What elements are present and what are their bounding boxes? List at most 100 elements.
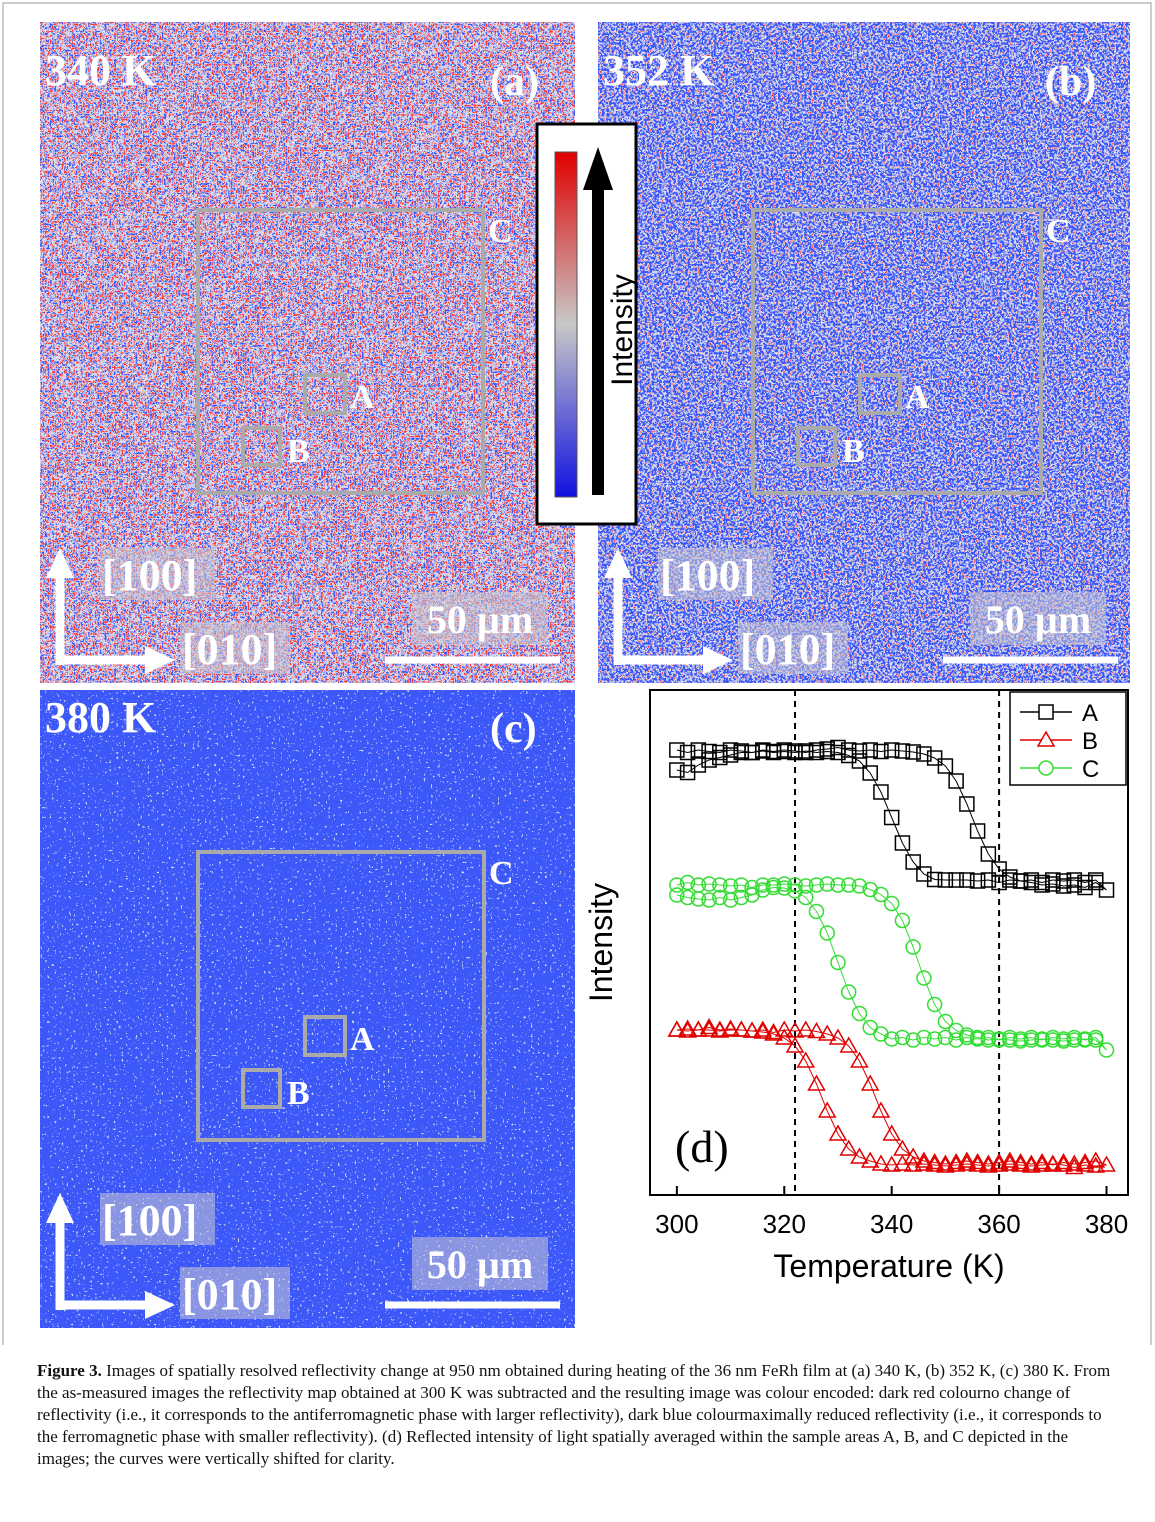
data-point bbox=[1064, 1157, 1084, 1175]
data-point bbox=[862, 765, 878, 781]
data-point bbox=[679, 874, 696, 891]
data-point bbox=[830, 954, 846, 971]
data-point bbox=[744, 879, 760, 896]
y-axis-label: Intensity bbox=[583, 883, 619, 1002]
data-point bbox=[840, 877, 857, 893]
data-point bbox=[787, 877, 803, 893]
data-point bbox=[883, 1031, 900, 1047]
data-point bbox=[1045, 872, 1061, 888]
colorbar-label: Intensity bbox=[606, 274, 639, 386]
data-point bbox=[787, 744, 803, 761]
x-tick-label: 360 bbox=[977, 1209, 1020, 1239]
data-point bbox=[903, 1155, 923, 1172]
data-point bbox=[959, 1029, 975, 1046]
data-point bbox=[830, 744, 846, 761]
colorbar: Intensity bbox=[535, 122, 639, 526]
legend-marker bbox=[1036, 730, 1056, 747]
data-point bbox=[807, 1021, 826, 1039]
data-point bbox=[1098, 1042, 1115, 1058]
data-point bbox=[1032, 1152, 1052, 1170]
data-point bbox=[1075, 1152, 1095, 1170]
data-point bbox=[819, 876, 835, 892]
x-tick-label: 380 bbox=[1085, 1209, 1128, 1239]
data-point bbox=[991, 1032, 1007, 1048]
data-point bbox=[905, 939, 921, 955]
data-point bbox=[851, 1005, 868, 1022]
data-point bbox=[926, 750, 943, 766]
label-bg bbox=[180, 622, 290, 674]
data-point bbox=[701, 752, 717, 768]
data-point bbox=[1055, 1031, 1072, 1047]
data-point bbox=[690, 891, 707, 907]
colorbar-arrow-shaft bbox=[592, 185, 604, 495]
data-point bbox=[678, 1019, 697, 1036]
data-point bbox=[1043, 1154, 1063, 1171]
data-point bbox=[764, 1024, 783, 1041]
data-point bbox=[883, 895, 900, 912]
data-point bbox=[808, 744, 825, 761]
scale-bar-label: 50 µm bbox=[985, 597, 1091, 642]
data-point bbox=[765, 879, 782, 896]
region-label: C bbox=[488, 213, 513, 250]
data-point bbox=[991, 874, 1007, 891]
data-point bbox=[744, 744, 760, 761]
image-panel: 352 K (b) C A B [100] [010] 50 µm bbox=[598, 22, 1130, 683]
data-point bbox=[1055, 873, 1072, 889]
data-point bbox=[796, 1020, 816, 1037]
data-point bbox=[894, 1029, 911, 1046]
data-point bbox=[712, 889, 728, 906]
data-point bbox=[989, 1152, 1009, 1170]
data-point bbox=[828, 1028, 848, 1045]
region-label: A bbox=[350, 379, 375, 416]
data-point bbox=[914, 1154, 934, 1171]
data-point bbox=[774, 1020, 794, 1037]
data-point bbox=[701, 743, 717, 760]
data-point bbox=[989, 1155, 1009, 1172]
x-tick-label: 300 bbox=[655, 1209, 698, 1239]
data-point bbox=[1086, 1151, 1106, 1168]
direction-label: [010] bbox=[740, 625, 835, 674]
scale-bar-label: 50 µm bbox=[427, 1242, 533, 1287]
data-point bbox=[828, 1124, 848, 1141]
data-point bbox=[926, 996, 943, 1013]
data-point bbox=[860, 1074, 880, 1091]
scale-bar-label: 50 µm bbox=[427, 597, 533, 642]
legend-label: A bbox=[1082, 700, 1098, 727]
data-point bbox=[916, 1029, 932, 1046]
legend-marker bbox=[1038, 760, 1054, 776]
data-point bbox=[840, 747, 857, 764]
data-point bbox=[755, 882, 771, 898]
data-point bbox=[948, 773, 964, 789]
data-point bbox=[722, 747, 739, 763]
data-point bbox=[1002, 1029, 1018, 1046]
data-point bbox=[733, 744, 750, 761]
data-point bbox=[819, 743, 835, 760]
data-point bbox=[937, 872, 954, 888]
image-panel: 340 K (a) C A B [100] [010] 50 µm bbox=[40, 22, 575, 683]
data-point bbox=[957, 1154, 977, 1171]
data-point bbox=[1077, 874, 1093, 891]
data-point bbox=[1023, 1029, 1040, 1046]
data-point bbox=[1086, 1156, 1106, 1173]
region-a bbox=[858, 373, 902, 415]
image-panel: 380 K (c) C A B [100] [010] 50 µm bbox=[40, 690, 575, 1328]
data-point bbox=[710, 1021, 730, 1038]
data-point bbox=[851, 753, 868, 769]
data-point bbox=[817, 1024, 837, 1041]
data-point bbox=[1064, 1154, 1084, 1171]
data-point bbox=[798, 878, 814, 894]
data-point bbox=[1034, 1032, 1050, 1048]
data-point bbox=[808, 903, 825, 920]
data-point bbox=[721, 1020, 740, 1037]
data-point bbox=[926, 1031, 943, 1047]
direction-label: [100] bbox=[102, 1196, 197, 1245]
data-point bbox=[701, 892, 717, 908]
data-point bbox=[883, 742, 900, 758]
data-point bbox=[926, 871, 943, 888]
data-point bbox=[690, 742, 707, 758]
data-point bbox=[882, 1124, 901, 1141]
data-point bbox=[679, 744, 696, 761]
region-label: C bbox=[489, 855, 514, 892]
data-point bbox=[796, 1051, 816, 1068]
